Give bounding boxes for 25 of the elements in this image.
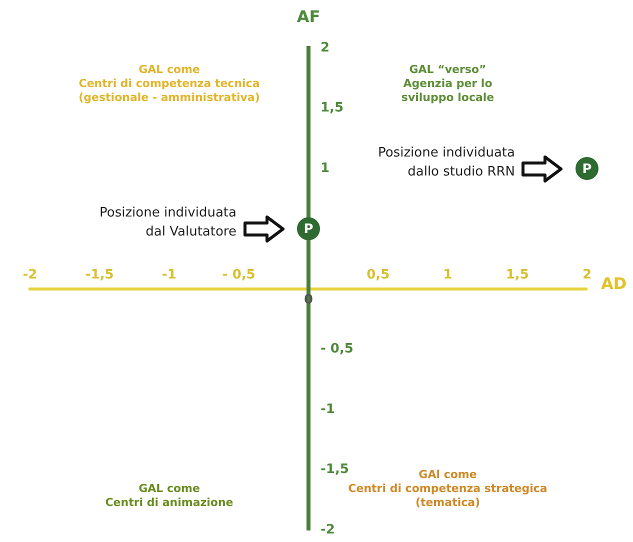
y-tick-label: -1,5: [320, 462, 349, 478]
x-tick-label: 0,5: [366, 267, 390, 282]
annotation: Posizione individuata dal Valutatore: [99, 206, 236, 240]
annotation: Posizione individuata dallo studio RRN: [378, 145, 515, 180]
y-tick-label: -2: [320, 522, 335, 538]
y-tick-label: 1: [320, 160, 330, 176]
x-tick-label: 2: [582, 267, 592, 282]
annotation: GAL come Centri di competenza tecnica (gestionale - amministrativa): [78, 63, 260, 104]
annotation: GAl come Centri di competenza strategica (tematica): [348, 468, 548, 509]
x-tick-label: -2: [22, 267, 38, 282]
x-tick-label: -1: [162, 267, 176, 282]
data-label: P: [582, 162, 592, 177]
x-tick-label: - 0,5: [222, 267, 256, 282]
x-axis-title: AD: [601, 274, 627, 294]
data-label: P: [304, 222, 314, 238]
y-tick-label: 1,5: [320, 100, 344, 116]
x-tick-label: 1: [443, 267, 452, 282]
y-axis-title: AF: [296, 7, 320, 26]
y-tick-label: - 0,5: [320, 342, 354, 357]
x-tick-label: 1,5: [506, 267, 529, 282]
y-tick-label: -1: [320, 402, 335, 417]
annotation: GAL come Centri di animazione: [105, 482, 234, 510]
x-tick-label: -1,5: [85, 267, 114, 282]
y-tick-label: 2: [320, 40, 330, 56]
annotation: GAL “verso” Agenzia per lo sviluppo locale: [401, 63, 494, 104]
